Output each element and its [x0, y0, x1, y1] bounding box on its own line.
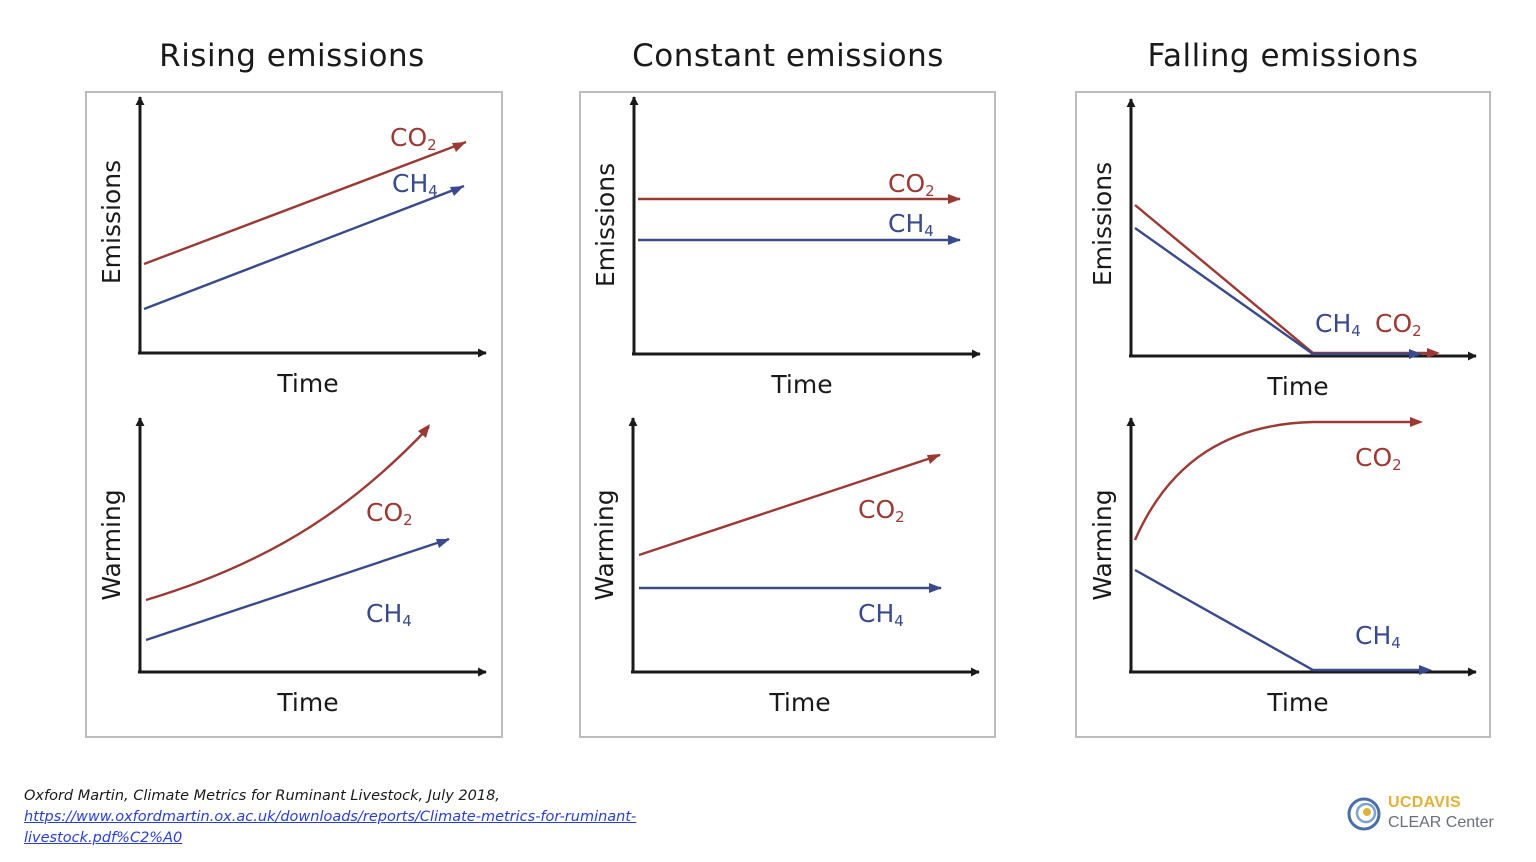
x-axis-label: Time: [1266, 372, 1328, 401]
ch4-label: CH4: [858, 599, 904, 630]
ch4-arrowhead: [1419, 665, 1432, 675]
ch4-arrowhead: [948, 235, 961, 245]
falling-warming-plot: CO2 CH4 Warming Time: [1088, 417, 1477, 717]
ch4-label: CH4: [1315, 309, 1361, 340]
co2-label: CO2: [858, 495, 905, 526]
y-axis-label: Warming: [1088, 489, 1117, 600]
y-axis-label: Emissions: [1088, 162, 1117, 286]
ch4-arrowhead: [450, 186, 464, 196]
co2-label: CO2: [366, 498, 413, 529]
citation-link-line1: https://www.oxfordmartin.ox.ac.uk/downlo…: [24, 809, 637, 825]
panel-title-constant: Constant emissions: [632, 38, 944, 74]
y-axis-label: Warming: [97, 489, 126, 600]
rising-warming-plot: CO2 CH4 Warming Time: [97, 417, 487, 717]
ch4-line: [143, 184, 465, 311]
panel-title-falling: Falling emissions: [1147, 38, 1419, 74]
ch4-label: CH4: [888, 209, 934, 240]
ch4-label: CH4: [1355, 621, 1401, 652]
co2-arrowhead: [1410, 417, 1423, 427]
ch4-label: CH4: [366, 599, 412, 630]
x-axis-label: Time: [768, 688, 830, 717]
x-axis-label: Time: [276, 688, 338, 717]
constant-emissions-plot: CO2 CH4 Emissions Time: [591, 96, 981, 399]
co2-arrowhead: [1427, 348, 1440, 358]
swirl-logo-icon: [1347, 797, 1381, 831]
citation-text: Oxford Martin, Climate Metrics for Rumin…: [24, 788, 500, 804]
falling-emissions-plot: CH4 CO2 Emissions Time: [1088, 98, 1477, 401]
ch4-arrowhead: [1409, 349, 1422, 359]
ch4-label: CH4: [392, 169, 438, 200]
co2-label: CO2: [1355, 443, 1402, 474]
panel-title-rising: Rising emissions: [159, 38, 425, 74]
co2-label: CO2: [1375, 309, 1422, 340]
co2-arrowhead: [927, 454, 941, 464]
co2-line: [638, 453, 941, 557]
ch4-line: [1134, 568, 1428, 672]
co2-line: [143, 140, 467, 266]
x-axis-label: Time: [1266, 688, 1328, 717]
citation: Oxford Martin, Climate Metrics for Rumin…: [24, 786, 636, 849]
logo-clear-center-text: CLEAR Center: [1388, 814, 1494, 831]
panel-frame-rising: [85, 91, 503, 738]
co2-curve: [1133, 420, 1419, 541]
logo-ucdavis-text: UCDAVIS: [1388, 794, 1461, 811]
rising-emissions-plot: CO2 CH4 Emissions Time: [97, 96, 487, 398]
citation-link-line2: livestock.pdf%C2%A0: [24, 830, 183, 846]
ch4-line: [145, 537, 450, 642]
y-axis-label: Warming: [590, 489, 619, 600]
ch4-arrowhead: [929, 583, 942, 593]
x-axis-label: Time: [770, 370, 832, 399]
ch4-arrowhead: [436, 539, 450, 548]
co2-label: CO2: [888, 169, 935, 200]
y-axis-label: Emissions: [97, 160, 126, 284]
ch4-line: [1134, 227, 1418, 356]
citation-link[interactable]: https://www.oxfordmartin.ox.ac.uk/downlo…: [24, 809, 636, 846]
co2-label: CO2: [390, 123, 437, 154]
co2-curve: [145, 426, 430, 602]
x-axis-label: Time: [276, 369, 338, 398]
y-axis-label: Emissions: [591, 163, 620, 287]
constant-warming-plot: CO2 CH4 Warming Time: [590, 417, 980, 717]
panel-frame-falling: [1075, 91, 1491, 738]
co2-arrowhead: [948, 194, 961, 204]
ucdavis-clear-center-logo: UCDAVIS CLEAR Center: [1346, 794, 1516, 838]
co2-arrowhead: [418, 424, 430, 438]
panel-frame-constant: [579, 91, 996, 738]
co2-arrowhead: [452, 142, 466, 152]
